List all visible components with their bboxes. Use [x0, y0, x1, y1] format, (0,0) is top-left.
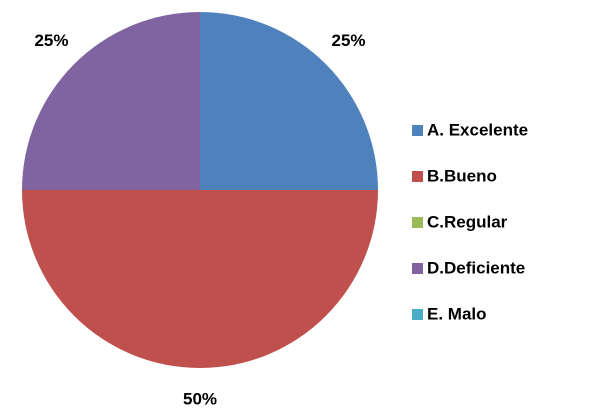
data-label: 25% [332, 31, 366, 50]
legend-label: B.Bueno [427, 166, 497, 185]
legend-label: C.Regular [427, 212, 508, 231]
legend-swatch [412, 125, 423, 136]
legend-swatch [412, 309, 423, 320]
data-label: 50% [183, 390, 217, 409]
pie-slice [22, 12, 200, 190]
legend-swatch [412, 263, 423, 274]
data-label: 25% [34, 31, 68, 50]
legend-label: A. Excelente [427, 120, 528, 139]
legend-label: D.Deficiente [427, 258, 525, 277]
legend-swatch [412, 171, 423, 182]
pie-slice [200, 12, 378, 190]
pie-slice [22, 190, 378, 368]
legend-label: E. Malo [427, 304, 487, 323]
legend-swatch [412, 217, 423, 228]
